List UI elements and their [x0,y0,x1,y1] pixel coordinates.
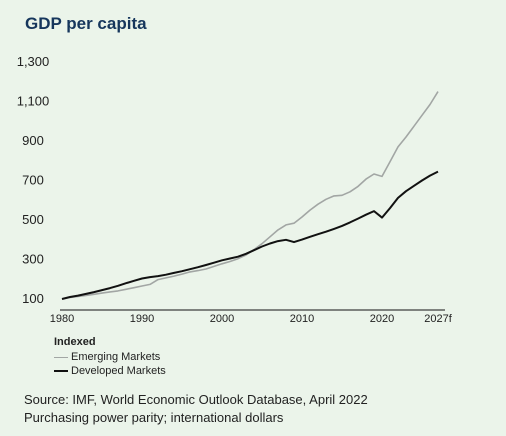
x-tick-label: 1980 [50,313,74,325]
x-axis-ticks: 1980 1990 2000 2010 2020 2027f [50,313,453,325]
line-chart: 1,300 1,100 900 700 500 300 100 1980 1990 2000 20… [17,54,453,325]
y-tick-label: 300 [22,252,44,267]
legend-item-emerging: Emerging Markets [54,350,166,364]
y-tick-label: 100 [22,291,44,306]
y-tick-label: 700 [22,173,44,188]
legend-item-developed: Developed Markets [54,364,166,378]
series-line-developed-markets [61,170,439,300]
x-tick-label: 1990 [130,313,154,325]
y-tick-label: 500 [22,212,44,227]
source-note: Source: IMF, World Economic Outlook Data… [24,392,368,407]
legend-label-developed: Developed Markets [71,365,166,377]
x-tick-label: 2027f [424,313,452,325]
y-tick-label: 1,100 [17,94,50,109]
legend-swatch-developed [54,370,68,372]
x-tick-label: 2010 [290,313,314,325]
x-tick-label: 2000 [210,313,234,325]
units-note: Purchasing power parity; international d… [24,410,284,425]
legend: Indexed Emerging Markets Developed Marke… [54,336,166,378]
y-tick-label: 900 [22,133,44,148]
y-axis-ticks: 1,300 1,100 900 700 500 300 100 [17,54,50,306]
series-lines [61,91,439,300]
y-tick-label: 1,300 [17,54,50,69]
x-tick-label: 2020 [370,313,394,325]
chart-title: GDP per capita [25,14,147,33]
legend-title: Indexed [54,336,96,348]
legend-swatch-emerging [54,356,68,358]
series-line-emerging-markets [61,91,439,300]
legend-label-emerging: Emerging Markets [71,351,161,363]
